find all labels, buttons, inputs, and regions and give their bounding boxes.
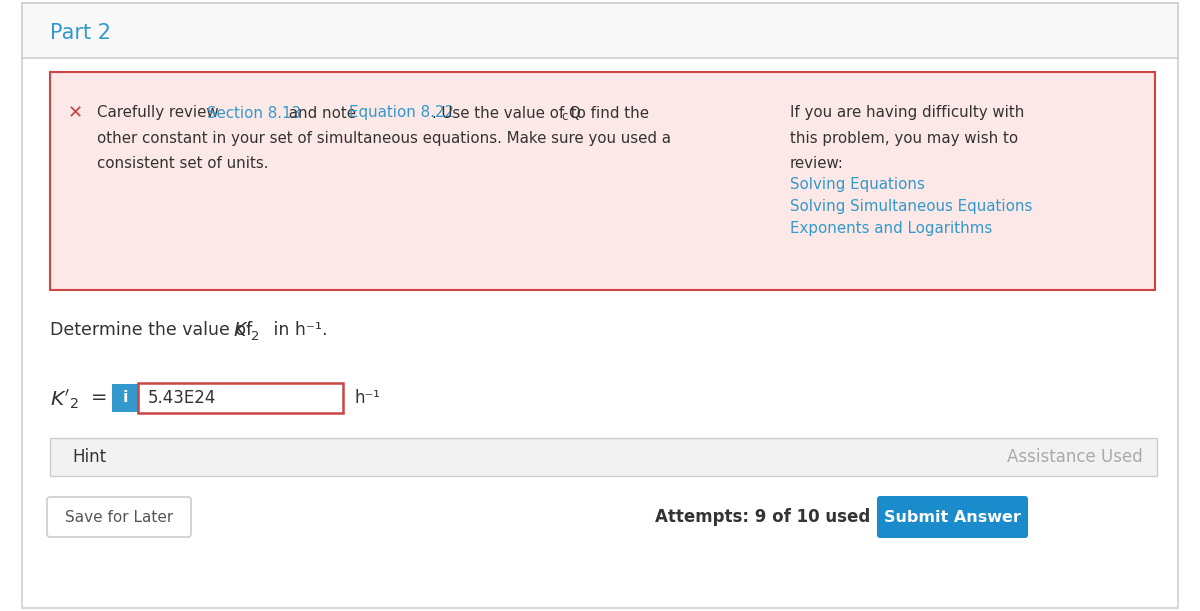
FancyBboxPatch shape [22,3,1178,58]
Text: $K'_2$: $K'_2$ [50,387,79,411]
Text: Part 2: Part 2 [50,23,112,43]
Text: If you are having difficulty with: If you are having difficulty with [790,106,1025,120]
Text: Save for Later: Save for Later [65,510,173,524]
Text: this problem, you may wish to: this problem, you may wish to [790,131,1018,145]
Text: Equation 8.22: Equation 8.22 [348,106,454,120]
Text: Solving Simultaneous Equations: Solving Simultaneous Equations [790,200,1032,214]
Text: review:: review: [790,156,844,170]
Text: in h⁻¹.: in h⁻¹. [268,321,328,339]
Text: c: c [562,111,568,123]
Text: Attempts: 9 of 10 used: Attempts: 9 of 10 used [655,508,870,526]
Text: =: = [91,389,108,408]
Text: Assistance Used: Assistance Used [1007,448,1142,466]
FancyBboxPatch shape [50,72,1154,290]
FancyBboxPatch shape [47,497,191,537]
FancyBboxPatch shape [138,383,343,413]
Text: Exponents and Logarithms: Exponents and Logarithms [790,222,992,236]
FancyBboxPatch shape [50,438,1157,476]
Text: Hint: Hint [72,448,106,466]
Text: Section 8.13: Section 8.13 [206,106,301,120]
Text: consistent set of units.: consistent set of units. [97,156,269,170]
Text: 5.43E24: 5.43E24 [148,389,216,407]
Text: Submit Answer: Submit Answer [884,510,1021,524]
Text: Determine the value of: Determine the value of [50,321,258,339]
Text: $K'_2$: $K'_2$ [233,320,260,343]
FancyBboxPatch shape [22,3,1178,608]
FancyBboxPatch shape [112,384,138,412]
Text: Solving Equations: Solving Equations [790,178,925,192]
Text: to find the: to find the [566,106,649,120]
Text: . Use the value of Q: . Use the value of Q [432,106,581,120]
FancyBboxPatch shape [877,496,1028,538]
Text: i: i [122,390,127,406]
Text: Carefully review: Carefully review [97,106,223,120]
Text: other constant in your set of simultaneous equations. Make sure you used a: other constant in your set of simultaneo… [97,131,671,145]
Text: ✕: ✕ [67,104,83,122]
Text: h⁻¹: h⁻¹ [355,389,380,407]
Text: and note: and note [284,106,361,120]
